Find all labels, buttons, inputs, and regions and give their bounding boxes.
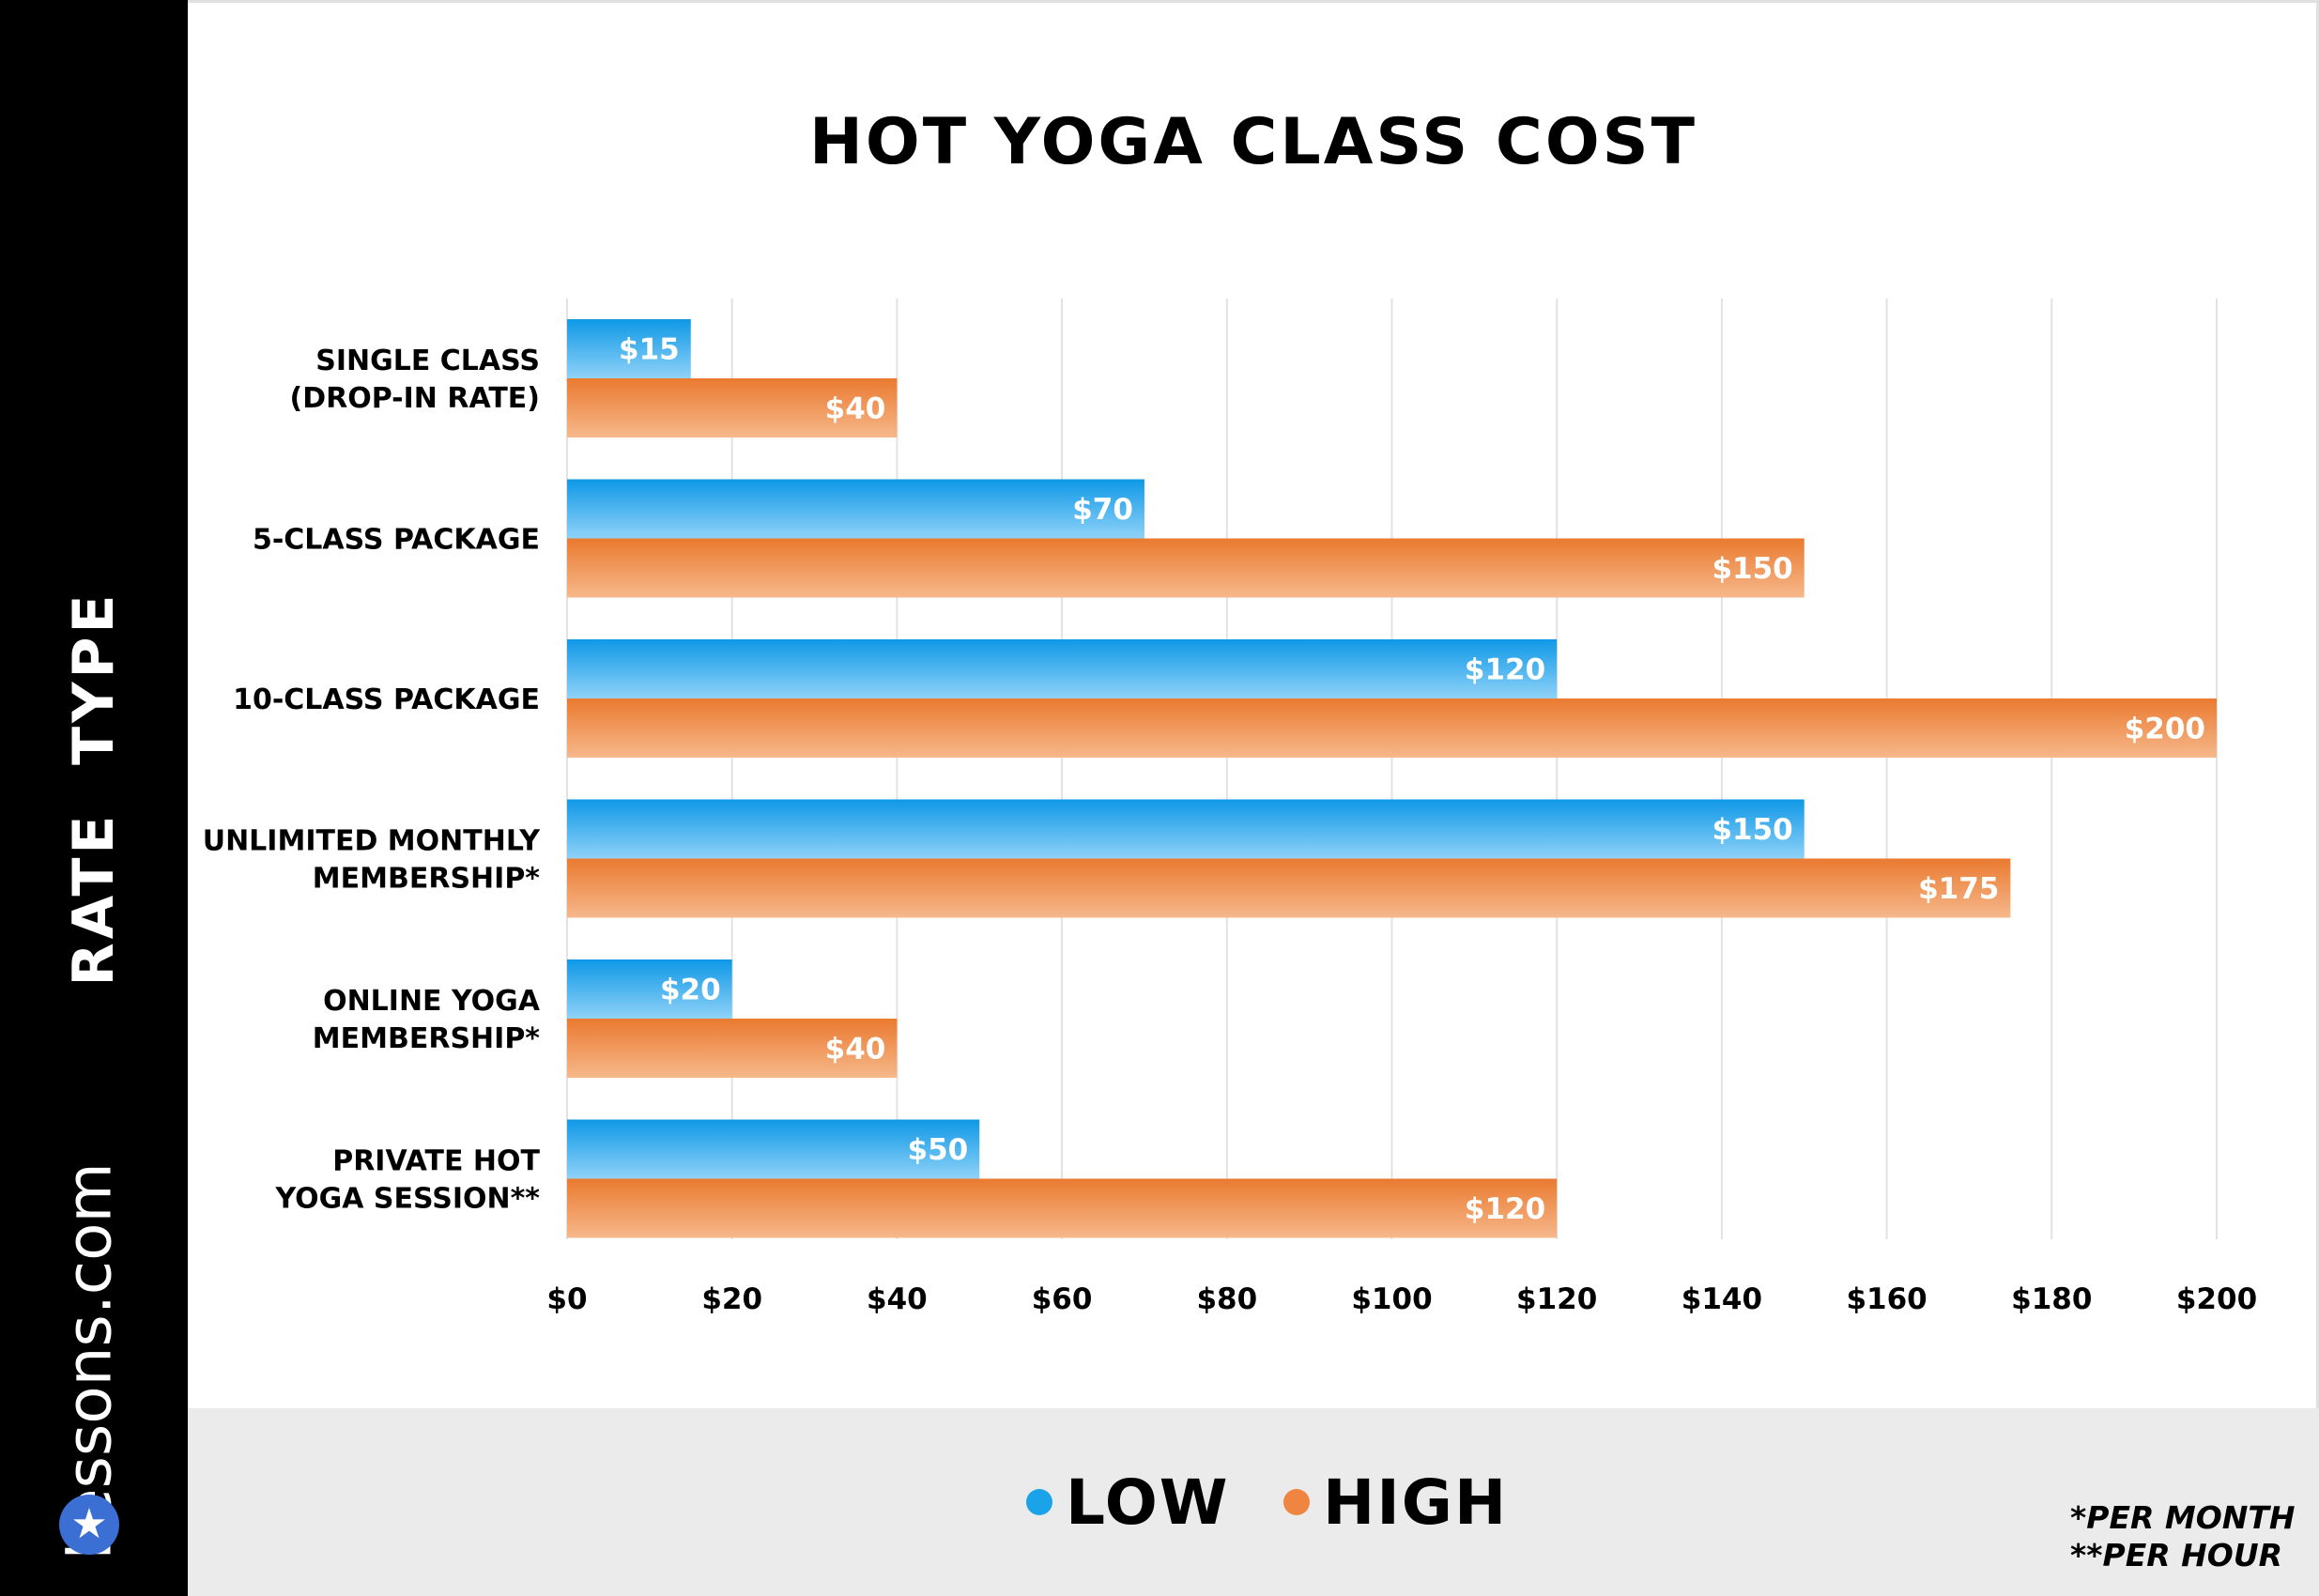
x-tick-label: $120 [1516, 1282, 1597, 1316]
bar-value-label: $175 [1918, 872, 1999, 906]
chart-title: HOT YOGA CLASS COST [808, 105, 1697, 179]
bar-low-5 [567, 1119, 980, 1179]
category-label: MEMBERSHIP* [313, 1022, 541, 1055]
legend-footer [188, 1408, 2319, 1596]
x-tick-label: $160 [1846, 1282, 1927, 1316]
bar-value-label: $150 [1712, 552, 1792, 586]
x-tick-label: $60 [1032, 1282, 1093, 1316]
bar-low-3 [567, 799, 1805, 859]
bars: $15 $40 $70 $150 $120 $200 $150 $175 $20 $40 $50 $1… [567, 319, 2217, 1238]
x-tick-label: $80 [1196, 1282, 1257, 1316]
footnotes: *PER MONTH **PER HOUR [2070, 1499, 2296, 1574]
x-tick-label: $140 [1682, 1282, 1762, 1316]
x-tick-label: $200 [2176, 1282, 2257, 1316]
x-axis-ticks: $0 $20 $40 $60 $80 $100 $120 $140 $160 $180 $200 [546, 1282, 2257, 1316]
bar-value-label: $70 [1072, 493, 1133, 527]
category-label: 10-CLASS PACKAGE [233, 683, 540, 716]
grid-lines [566, 299, 2218, 1239]
bar-value-label: $200 [2125, 713, 2205, 746]
bar-high-3 [567, 858, 2011, 918]
category-label: YOGA SESSION** [274, 1183, 540, 1216]
bar-high-2 [567, 698, 2217, 758]
footnote-per-month: *PER MONTH [2070, 1499, 2296, 1536]
bar-low-2 [567, 639, 1558, 698]
bar-high-1 [567, 538, 1805, 598]
bar-low-1 [567, 479, 1144, 539]
bar-high-4 [567, 1019, 898, 1078]
category-label: (DROP-IN RATE) [290, 382, 541, 415]
bar-value-label: $20 [660, 974, 721, 1007]
legend-label-high: HIGH [1323, 1466, 1509, 1539]
category-labels: SINGLE CLASS (DROP-IN RATE) 5-CLASS PACKAG… [203, 345, 542, 1216]
bar-value-label: $150 [1712, 813, 1792, 847]
chart-panel [188, 0, 2319, 1596]
legend-label-low: LOW [1066, 1466, 1230, 1539]
legend-dot-high [1283, 1489, 1310, 1515]
legend-item-high: HIGH [1283, 1466, 1508, 1539]
category-label: ONLINE YOGA [323, 985, 541, 1018]
bar-value-label: $120 [1465, 1192, 1545, 1226]
x-tick-label: $40 [867, 1282, 928, 1316]
category-label: SINGLE CLASS [315, 345, 540, 377]
x-tick-label: $20 [701, 1282, 762, 1316]
bar-low-4 [567, 959, 732, 1019]
category-label: PRIVATE HOT [332, 1145, 540, 1178]
sidebar: RATE TYPE Lessons.com ★ [0, 0, 188, 1596]
bar-high-0 [567, 378, 898, 437]
x-tick-label: $0 [546, 1282, 587, 1316]
category-label: 5-CLASS PACKAGE [253, 524, 540, 557]
footnote-per-hour: **PER HOUR [2070, 1537, 2283, 1573]
star-icon: ★ [59, 1495, 119, 1555]
category-label: MEMBERSHIP* [313, 863, 541, 896]
bar-value-label: $40 [825, 1033, 886, 1067]
bar-value-label: $40 [825, 392, 886, 426]
bar-value-label: $15 [619, 333, 680, 367]
bar-chart: $15 $40 $70 $150 $120 $200 $150 $175 $20 $40 $50 $1… [203, 299, 2257, 1316]
legend-item-low: LOW [1026, 1466, 1230, 1539]
bar-high-5 [567, 1178, 1558, 1238]
bar-low-0 [567, 319, 691, 378]
x-tick-label: $100 [1351, 1282, 1432, 1316]
bar-value-label: $50 [908, 1133, 969, 1167]
bar-value-label: $120 [1465, 653, 1545, 687]
x-tick-label: $180 [2011, 1282, 2092, 1316]
legend-dot-low [1026, 1489, 1052, 1515]
category-label: UNLIMITED MONTHLY [203, 825, 542, 858]
